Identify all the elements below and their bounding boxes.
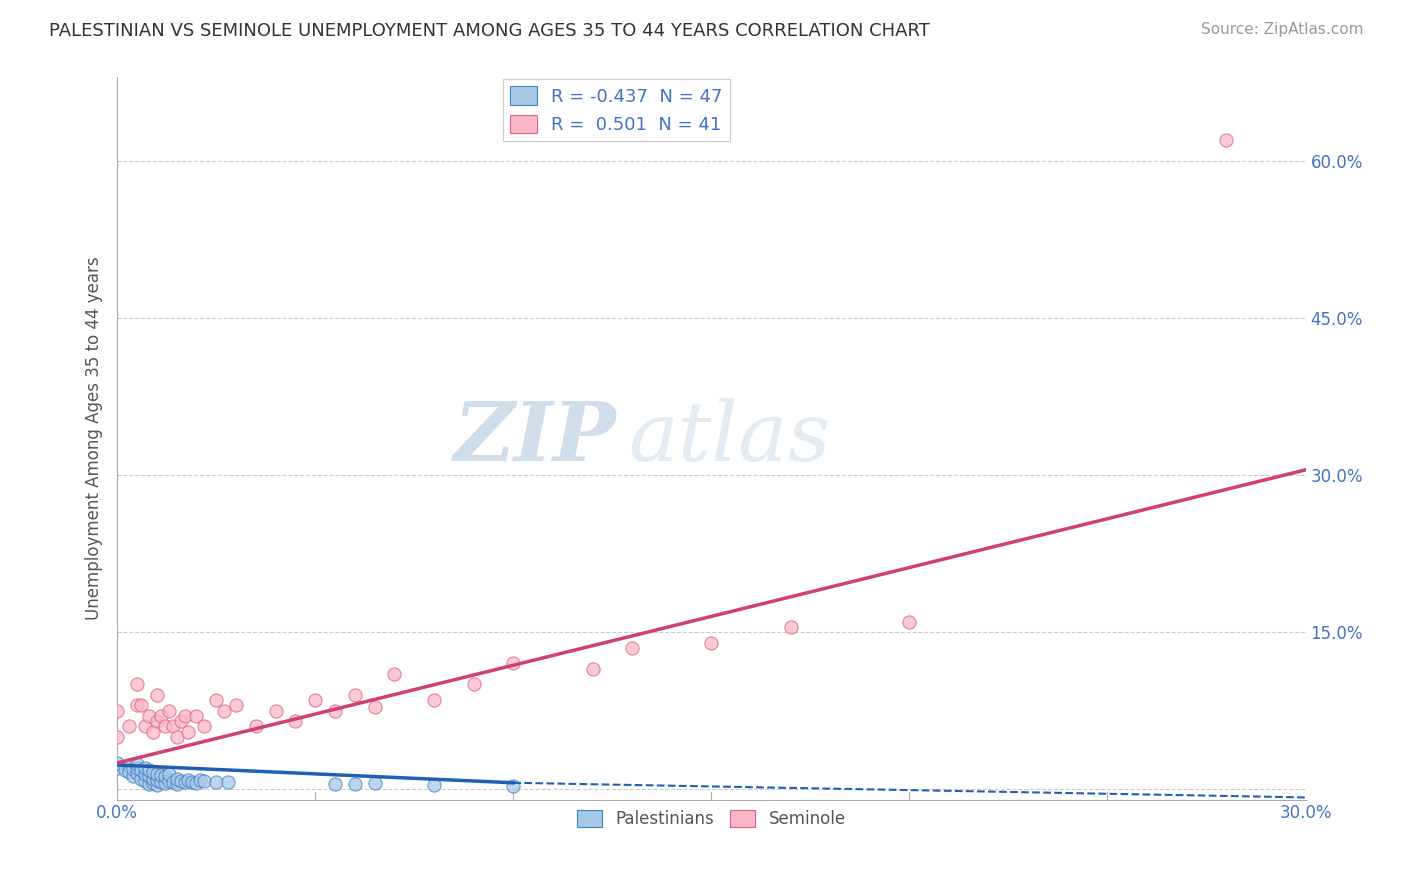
Point xyxy=(129,698,152,713)
Point xyxy=(173,708,195,723)
Text: PALESTINIAN VS SEMINOLE UNEMPLOYMENT AMONG AGES 35 TO 44 YEARS CORRELATION CHART: PALESTINIAN VS SEMINOLE UNEMPLOYMENT AMO… xyxy=(49,22,931,40)
Point xyxy=(343,777,366,791)
Point xyxy=(205,693,228,707)
Point xyxy=(157,767,180,781)
Point xyxy=(173,774,195,789)
Point xyxy=(177,724,200,739)
Point xyxy=(157,704,180,718)
Point xyxy=(105,730,128,744)
Point xyxy=(463,677,485,691)
Point xyxy=(898,615,921,629)
Point xyxy=(162,774,184,789)
Text: atlas: atlas xyxy=(628,399,831,478)
Point xyxy=(700,635,723,649)
Point xyxy=(779,620,801,634)
Point xyxy=(212,704,235,718)
Point xyxy=(146,688,169,702)
Point xyxy=(205,774,228,789)
Point xyxy=(323,704,346,718)
Point xyxy=(423,693,446,707)
Point xyxy=(138,763,160,777)
Point xyxy=(146,772,169,787)
Point xyxy=(118,759,141,773)
Point xyxy=(217,774,239,789)
Point xyxy=(125,766,148,780)
Point xyxy=(118,719,141,733)
Point xyxy=(134,719,156,733)
Point xyxy=(138,708,160,723)
Y-axis label: Unemployment Among Ages 35 to 44 years: Unemployment Among Ages 35 to 44 years xyxy=(86,257,103,620)
Point xyxy=(125,761,148,775)
Point xyxy=(169,773,191,788)
Point xyxy=(138,770,160,784)
Point xyxy=(363,776,385,790)
Point xyxy=(134,761,156,775)
Point xyxy=(166,772,188,786)
Point xyxy=(186,708,208,723)
Point xyxy=(177,772,200,787)
Point xyxy=(343,688,366,702)
Point xyxy=(146,767,169,781)
Point xyxy=(129,763,152,777)
Point xyxy=(363,700,385,714)
Point xyxy=(142,772,165,786)
Point xyxy=(166,777,188,791)
Point xyxy=(149,768,172,782)
Point xyxy=(138,777,160,791)
Point xyxy=(225,698,247,713)
Point xyxy=(190,772,212,787)
Point xyxy=(384,667,406,681)
Point xyxy=(284,714,307,728)
Point xyxy=(169,714,191,728)
Point xyxy=(186,776,208,790)
Point xyxy=(105,756,128,770)
Point xyxy=(125,677,148,691)
Point xyxy=(1215,133,1237,147)
Point xyxy=(153,719,176,733)
Point xyxy=(122,762,145,776)
Point xyxy=(157,773,180,788)
Text: Source: ZipAtlas.com: Source: ZipAtlas.com xyxy=(1201,22,1364,37)
Point xyxy=(142,765,165,780)
Point xyxy=(122,770,145,784)
Point xyxy=(581,662,603,676)
Point xyxy=(146,714,169,728)
Point xyxy=(142,776,165,790)
Point xyxy=(142,724,165,739)
Point xyxy=(134,773,156,788)
Point xyxy=(423,778,446,792)
Point xyxy=(134,767,156,781)
Point xyxy=(502,779,524,793)
Point xyxy=(323,777,346,791)
Point xyxy=(153,776,176,790)
Point xyxy=(153,770,176,784)
Point xyxy=(129,772,152,786)
Point xyxy=(162,719,184,733)
Point xyxy=(105,761,128,775)
Point xyxy=(304,693,326,707)
Point xyxy=(264,704,287,718)
Text: ZIP: ZIP xyxy=(454,399,616,478)
Point xyxy=(125,698,148,713)
Point xyxy=(149,708,172,723)
Point xyxy=(118,765,141,780)
Point xyxy=(114,763,136,777)
Point xyxy=(166,730,188,744)
Point xyxy=(193,773,215,788)
Point xyxy=(146,778,169,792)
Point xyxy=(621,640,644,655)
Point xyxy=(105,704,128,718)
Point xyxy=(125,756,148,771)
Legend: Palestinians, Seminole: Palestinians, Seminole xyxy=(569,803,852,835)
Point xyxy=(193,719,215,733)
Point xyxy=(502,657,524,671)
Point xyxy=(181,774,204,789)
Point xyxy=(245,719,267,733)
Point xyxy=(149,774,172,789)
